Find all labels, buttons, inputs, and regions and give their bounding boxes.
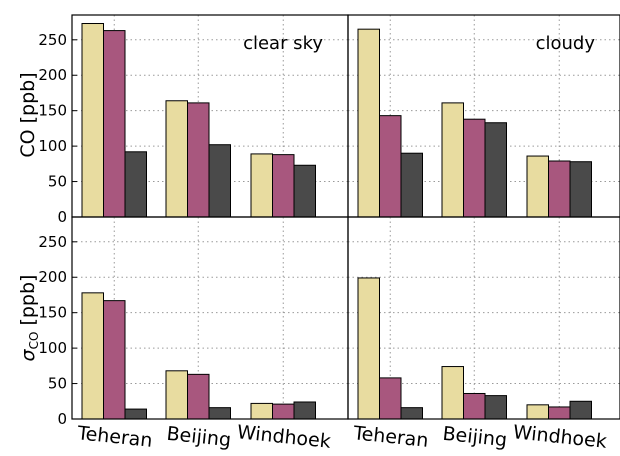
undefined: [208, 407, 231, 420]
undefined: [347, 216, 620, 420]
y-tick-label: 200: [38, 268, 67, 286]
undefined: [124, 408, 147, 420]
undefined: [208, 144, 231, 218]
undefined: [441, 102, 464, 218]
y-tick-label: 50: [48, 375, 67, 393]
x-tick-label: Windhoek: [236, 421, 332, 453]
y-tick-label: 250: [38, 233, 67, 251]
y-axis-label-co: CO [ppb]: [17, 72, 39, 157]
x-tick-label: Windhoek: [512, 421, 608, 453]
undefined: [124, 151, 147, 218]
panel-annotation: clear sky: [243, 33, 323, 54]
undefined: [250, 153, 273, 218]
panel-top-right: cloudy: [347, 14, 620, 218]
undefined: [81, 292, 104, 420]
undefined: [484, 395, 507, 420]
undefined: [103, 30, 126, 218]
undefined: [463, 118, 486, 218]
undefined: [293, 164, 316, 218]
undefined: [379, 115, 402, 218]
y-tick-label: 150: [38, 304, 67, 322]
sigma-unit: [ppb]: [17, 275, 39, 332]
undefined: [441, 366, 464, 420]
y-tick-label: 250: [38, 31, 67, 49]
undefined: [484, 122, 507, 218]
undefined: [81, 23, 104, 218]
panel-bottom-left: 0 50 100 150 200 250 Teheran Beijing Windhoek: [38, 216, 349, 453]
undefined: [272, 403, 295, 420]
undefined: [400, 407, 423, 420]
x-tick-label: Teheran: [75, 422, 153, 452]
undefined: [103, 300, 126, 420]
undefined: [569, 400, 592, 420]
undefined: [463, 392, 486, 420]
undefined: [250, 402, 273, 420]
panel-top-left: 0 50 100 150 200 250 clear sky: [38, 14, 349, 226]
y-tick-label: 0: [57, 208, 67, 226]
panel-bottom-right: Teheran Beijing Windhoek: [347, 216, 620, 453]
y-tick-label: 100: [38, 339, 67, 357]
undefined: [526, 404, 549, 420]
y-tick-label: 200: [38, 66, 67, 84]
undefined: [272, 154, 295, 218]
undefined: [548, 406, 571, 420]
y-axis-label-sigma-co: σCO [ppb]: [17, 275, 41, 362]
undefined: [165, 100, 188, 218]
y-tick-label: 150: [38, 102, 67, 120]
undefined: [400, 152, 423, 218]
panel-annotation: cloudy: [536, 33, 596, 54]
x-tick-label: Beijing: [442, 423, 509, 452]
undefined: [293, 401, 316, 420]
sigma-symbol: σ: [17, 348, 39, 361]
undefined: [526, 155, 549, 218]
undefined: [187, 373, 210, 420]
undefined: [548, 160, 571, 218]
undefined: [357, 28, 380, 218]
undefined: [165, 370, 188, 420]
y-tick-label: 0: [57, 410, 67, 428]
undefined: [357, 277, 380, 420]
y-tick-label: 100: [38, 137, 67, 155]
sigma-subscript: CO: [27, 332, 41, 350]
y-tick-label: 50: [48, 173, 67, 191]
x-tick-label: Teheran: [351, 422, 429, 452]
undefined: [379, 377, 402, 420]
undefined: [569, 161, 592, 218]
x-tick-label: Beijing: [166, 423, 233, 452]
undefined: [187, 102, 210, 218]
